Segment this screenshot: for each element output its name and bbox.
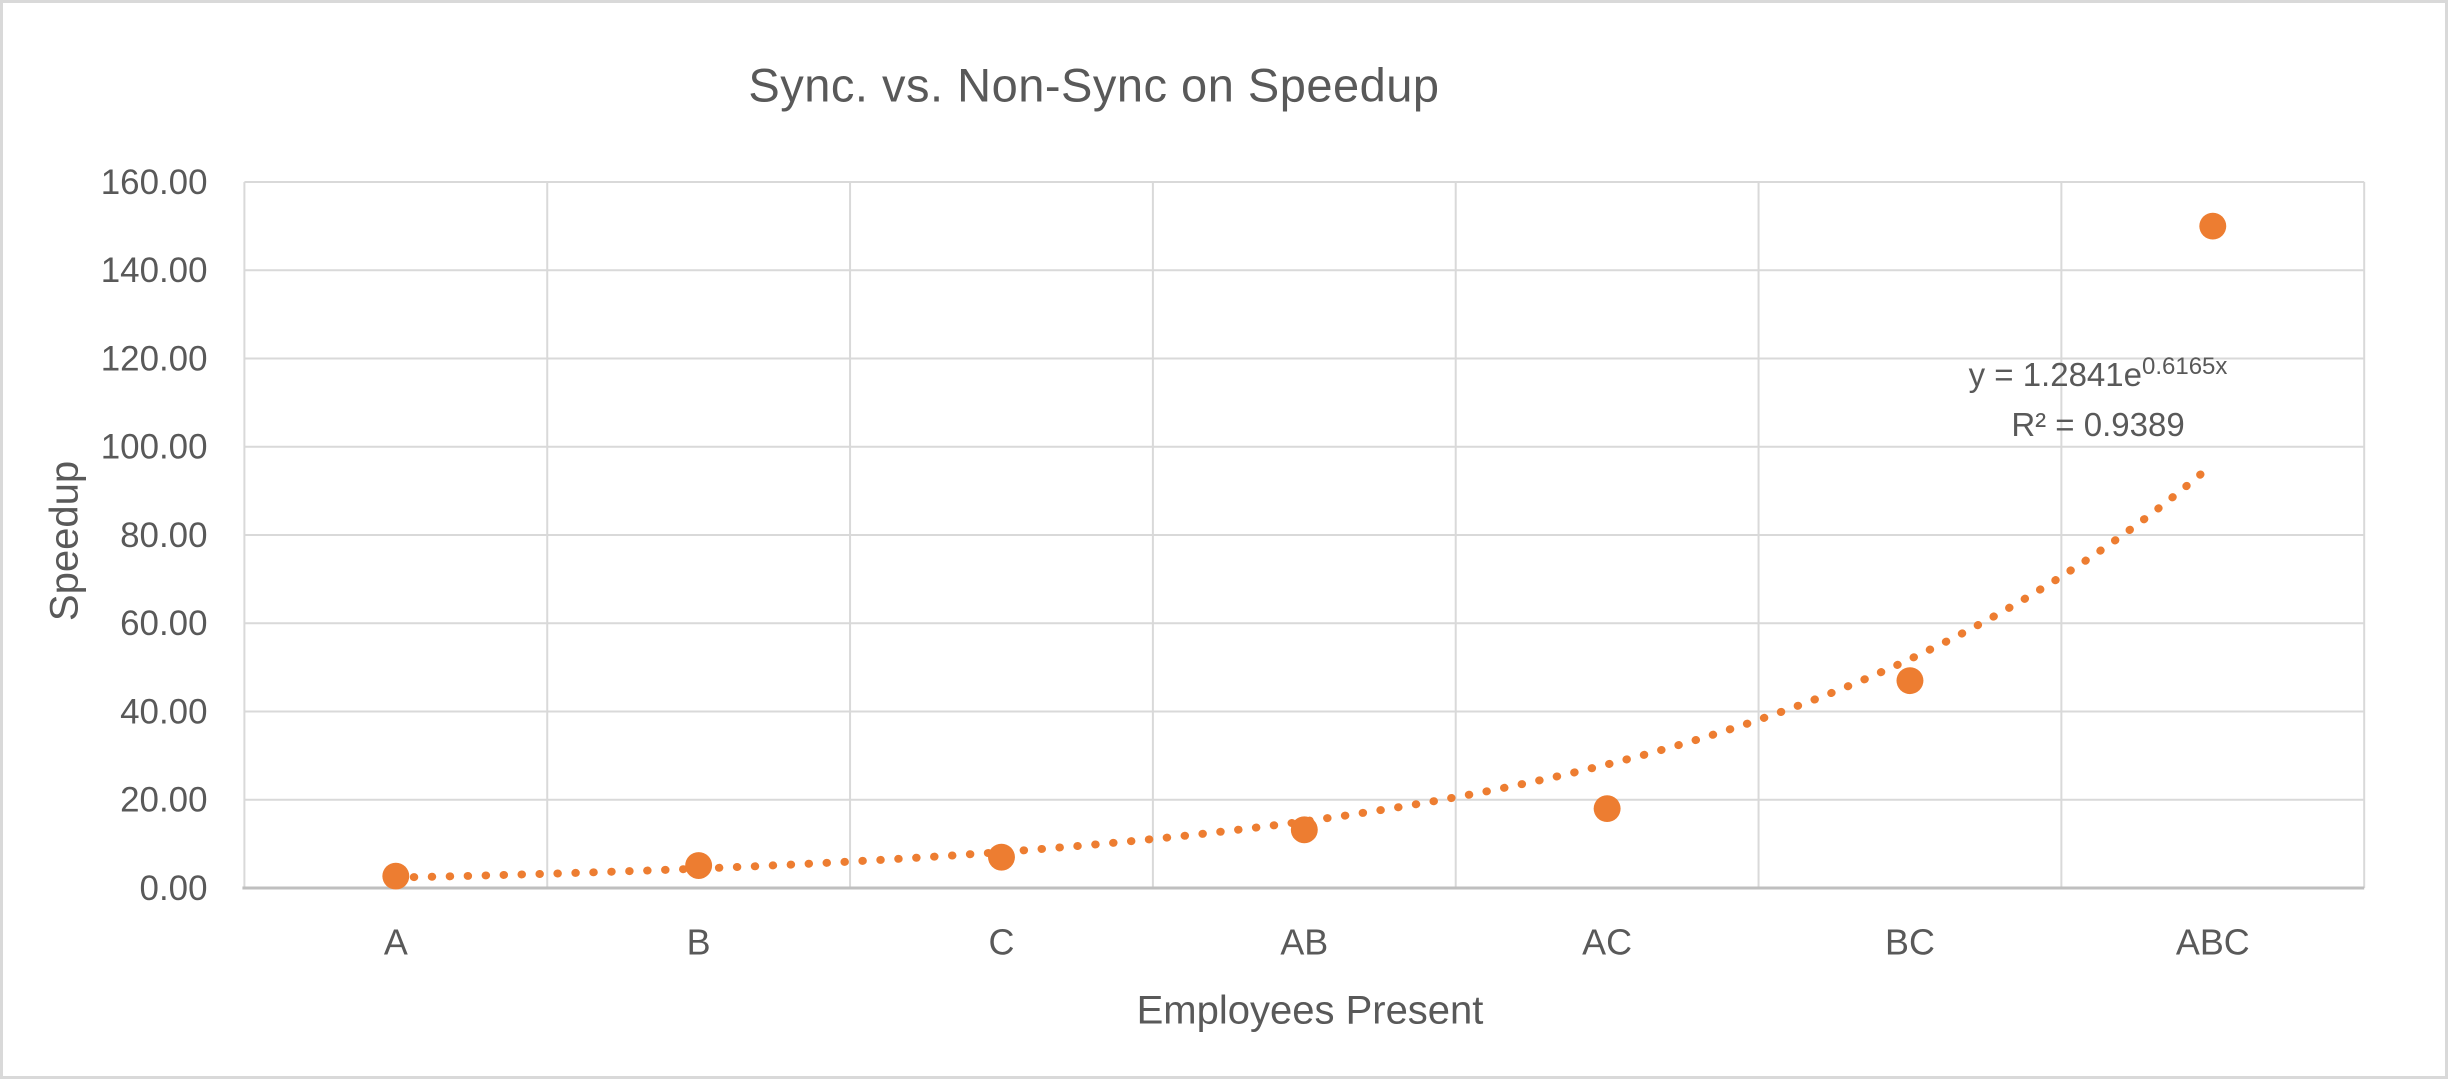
x-tick-label: A (384, 923, 408, 963)
y-tick-label: 20.00 (120, 781, 207, 820)
chart-title: Sync. vs. Non-Sync on Speedup (748, 58, 1440, 112)
y-tick-label: 140.00 (101, 251, 208, 290)
y-tick-label: 40.00 (120, 693, 207, 732)
data-point-A (382, 862, 410, 890)
x-tick-label: C (989, 923, 1015, 963)
y-tick-label: 120.00 (101, 339, 208, 378)
data-point-AB (1290, 816, 1318, 844)
trendline-dotted (391, 459, 2217, 882)
x-tick-label: AC (1582, 923, 1632, 963)
equation-base: y = 1.2841e (1968, 356, 2142, 393)
plot-area: 0.00 20.00 40.00 60.00 80.00 100.00 120.00 140.… (101, 163, 2366, 963)
y-axis-title: Speedup (42, 460, 87, 622)
data-point-C (988, 843, 1015, 871)
data-point-ABC (2199, 212, 2227, 240)
y-tick-label: 80.00 (120, 516, 207, 555)
data-point-B (685, 852, 713, 879)
y-tick-label: 160.00 (101, 163, 208, 202)
y-tick-label: 100.00 (101, 428, 208, 467)
equation-exponent: 0.6165x (2142, 353, 2228, 380)
trendline-equation-label: y = 1.2841e0.6165x R² = 0.9389 (1969, 350, 2228, 450)
data-point-BC (1896, 667, 1924, 695)
x-axis-title: Employees Present (1136, 988, 1484, 1033)
x-tick-label: B (687, 923, 711, 963)
r-squared-label: R² = 0.9389 (2011, 406, 2185, 443)
x-tick-label: BC (1885, 923, 1935, 963)
x-tick-label: ABC (2176, 923, 2250, 963)
y-tick-label: 60.00 (120, 604, 207, 643)
x-tick-label: AB (1280, 923, 1328, 963)
y-tick-label: 0.00 (140, 869, 208, 908)
data-point-AC (1593, 795, 1621, 823)
trendline-equation-line: y = 1.2841e0.6165x (1969, 350, 2228, 400)
